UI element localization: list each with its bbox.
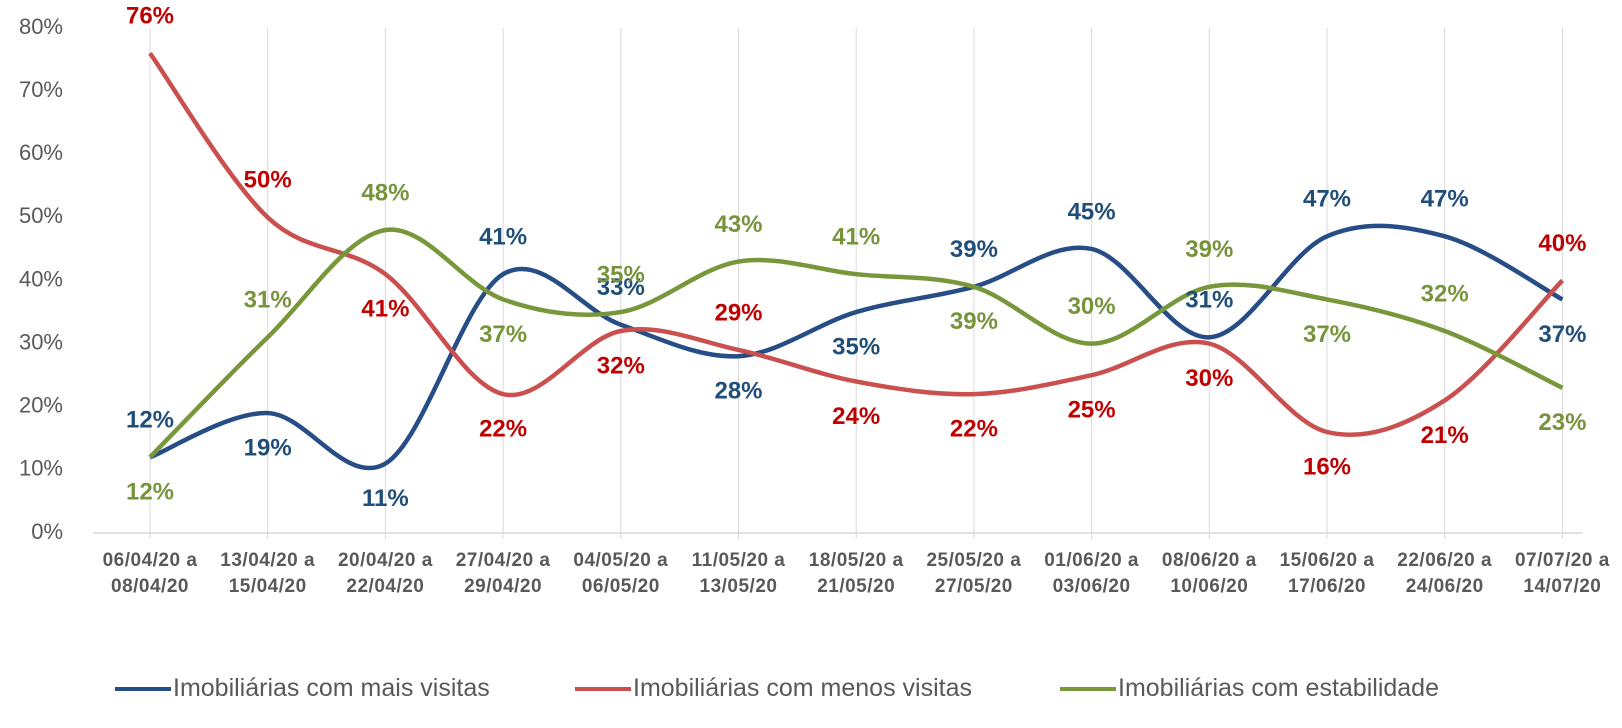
data-label: 19% [244,434,292,461]
y-tick-label: 10% [19,456,63,481]
data-label: 11% [362,485,409,512]
legend-label: Imobiliárias com estabilidade [1118,674,1439,702]
legend-item: Imobiliárias com mais visitas [115,674,490,703]
y-tick-label: 50% [19,203,63,228]
data-label: 22% [479,415,527,442]
line-series [148,51,1565,437]
data-label: 39% [950,236,998,263]
data-label: 32% [597,352,645,379]
data-label: 16% [1303,453,1351,480]
x-tick-label: 01/06/20 a 03/06/20 [1044,550,1139,597]
data-label: 23% [1538,409,1586,436]
x-tick-label: 06/04/20 a 08/04/20 [102,550,198,597]
data-label: 37% [1538,321,1586,348]
line-series [149,223,1564,471]
data-label: 37% [479,321,527,348]
data-label: 30% [1068,293,1116,320]
data-label: 39% [1185,236,1233,263]
data-label: 43% [714,211,762,238]
data-label: 31% [244,287,292,314]
x-tick-label: 25/05/20 a 27/05/20 [926,550,1022,597]
data-label: 76% [126,3,174,30]
y-tick-label: 70% [19,77,63,102]
data-label: 21% [1421,422,1469,449]
x-tick-label: 11/05/20 a 13/05/20 [691,550,786,597]
data-label: 33% [597,274,645,301]
data-label: 47% [1421,186,1469,213]
legend-swatch [115,686,171,691]
legend-swatch [575,686,631,691]
data-label: 12% [126,479,174,506]
data-label: 48% [361,179,409,206]
data-label: 28% [714,378,762,405]
x-tick-label: 07/07/20 a 14/07/20 [1514,550,1610,597]
data-label: 22% [950,415,998,442]
y-tick-label: 40% [19,266,63,291]
y-tick-label: 30% [19,329,63,354]
data-label: 24% [832,403,880,430]
y-tick-label: 60% [19,140,63,165]
y-tick-label: 0% [31,519,63,544]
data-label: 40% [1538,230,1586,257]
legend-label: Imobiliárias com menos visitas [633,674,972,702]
data-label: 35% [597,261,645,288]
x-tick-label: 04/05/20 a 06/05/20 [573,550,669,597]
data-label: 25% [1068,397,1116,424]
data-label: 29% [714,299,762,326]
y-tick-label: 20% [19,393,63,418]
data-label: 47% [1303,186,1351,213]
legend-item: Imobiliárias com menos visitas [575,674,972,703]
data-label: 41% [361,296,409,323]
x-tick-label: 13/04/20 a 15/04/20 [220,550,316,597]
x-tick-label: 20/04/20 a 22/04/20 [337,550,433,597]
data-label: 41% [832,224,880,251]
data-label: 32% [1421,280,1469,307]
legend-label: Imobiliárias com mais visitas [173,674,490,702]
data-label: 50% [244,167,292,194]
y-tick-label: 80% [19,14,63,39]
legend-item: Imobiliárias com estabilidade [1060,674,1439,703]
data-label: 37% [1303,321,1351,348]
data-label: 35% [832,333,880,360]
data-label: 30% [1185,365,1233,392]
line-series [148,227,1564,459]
legend-swatch [1060,686,1116,691]
data-label: 12% [126,407,174,434]
x-tick-label: 08/06/20 a 10/06/20 [1161,550,1257,597]
x-tick-label: 27/04/20 a 29/04/20 [455,550,551,597]
data-label: 41% [479,224,527,251]
x-tick-label: 15/06/20 a 17/06/20 [1279,550,1375,597]
data-label: 31% [1185,287,1233,314]
data-label: 39% [950,308,998,335]
x-tick-label: 22/06/20 a 24/06/20 [1397,550,1493,597]
data-label: 45% [1068,198,1116,225]
x-tick-label: 18/05/20 a 21/05/20 [808,550,904,597]
